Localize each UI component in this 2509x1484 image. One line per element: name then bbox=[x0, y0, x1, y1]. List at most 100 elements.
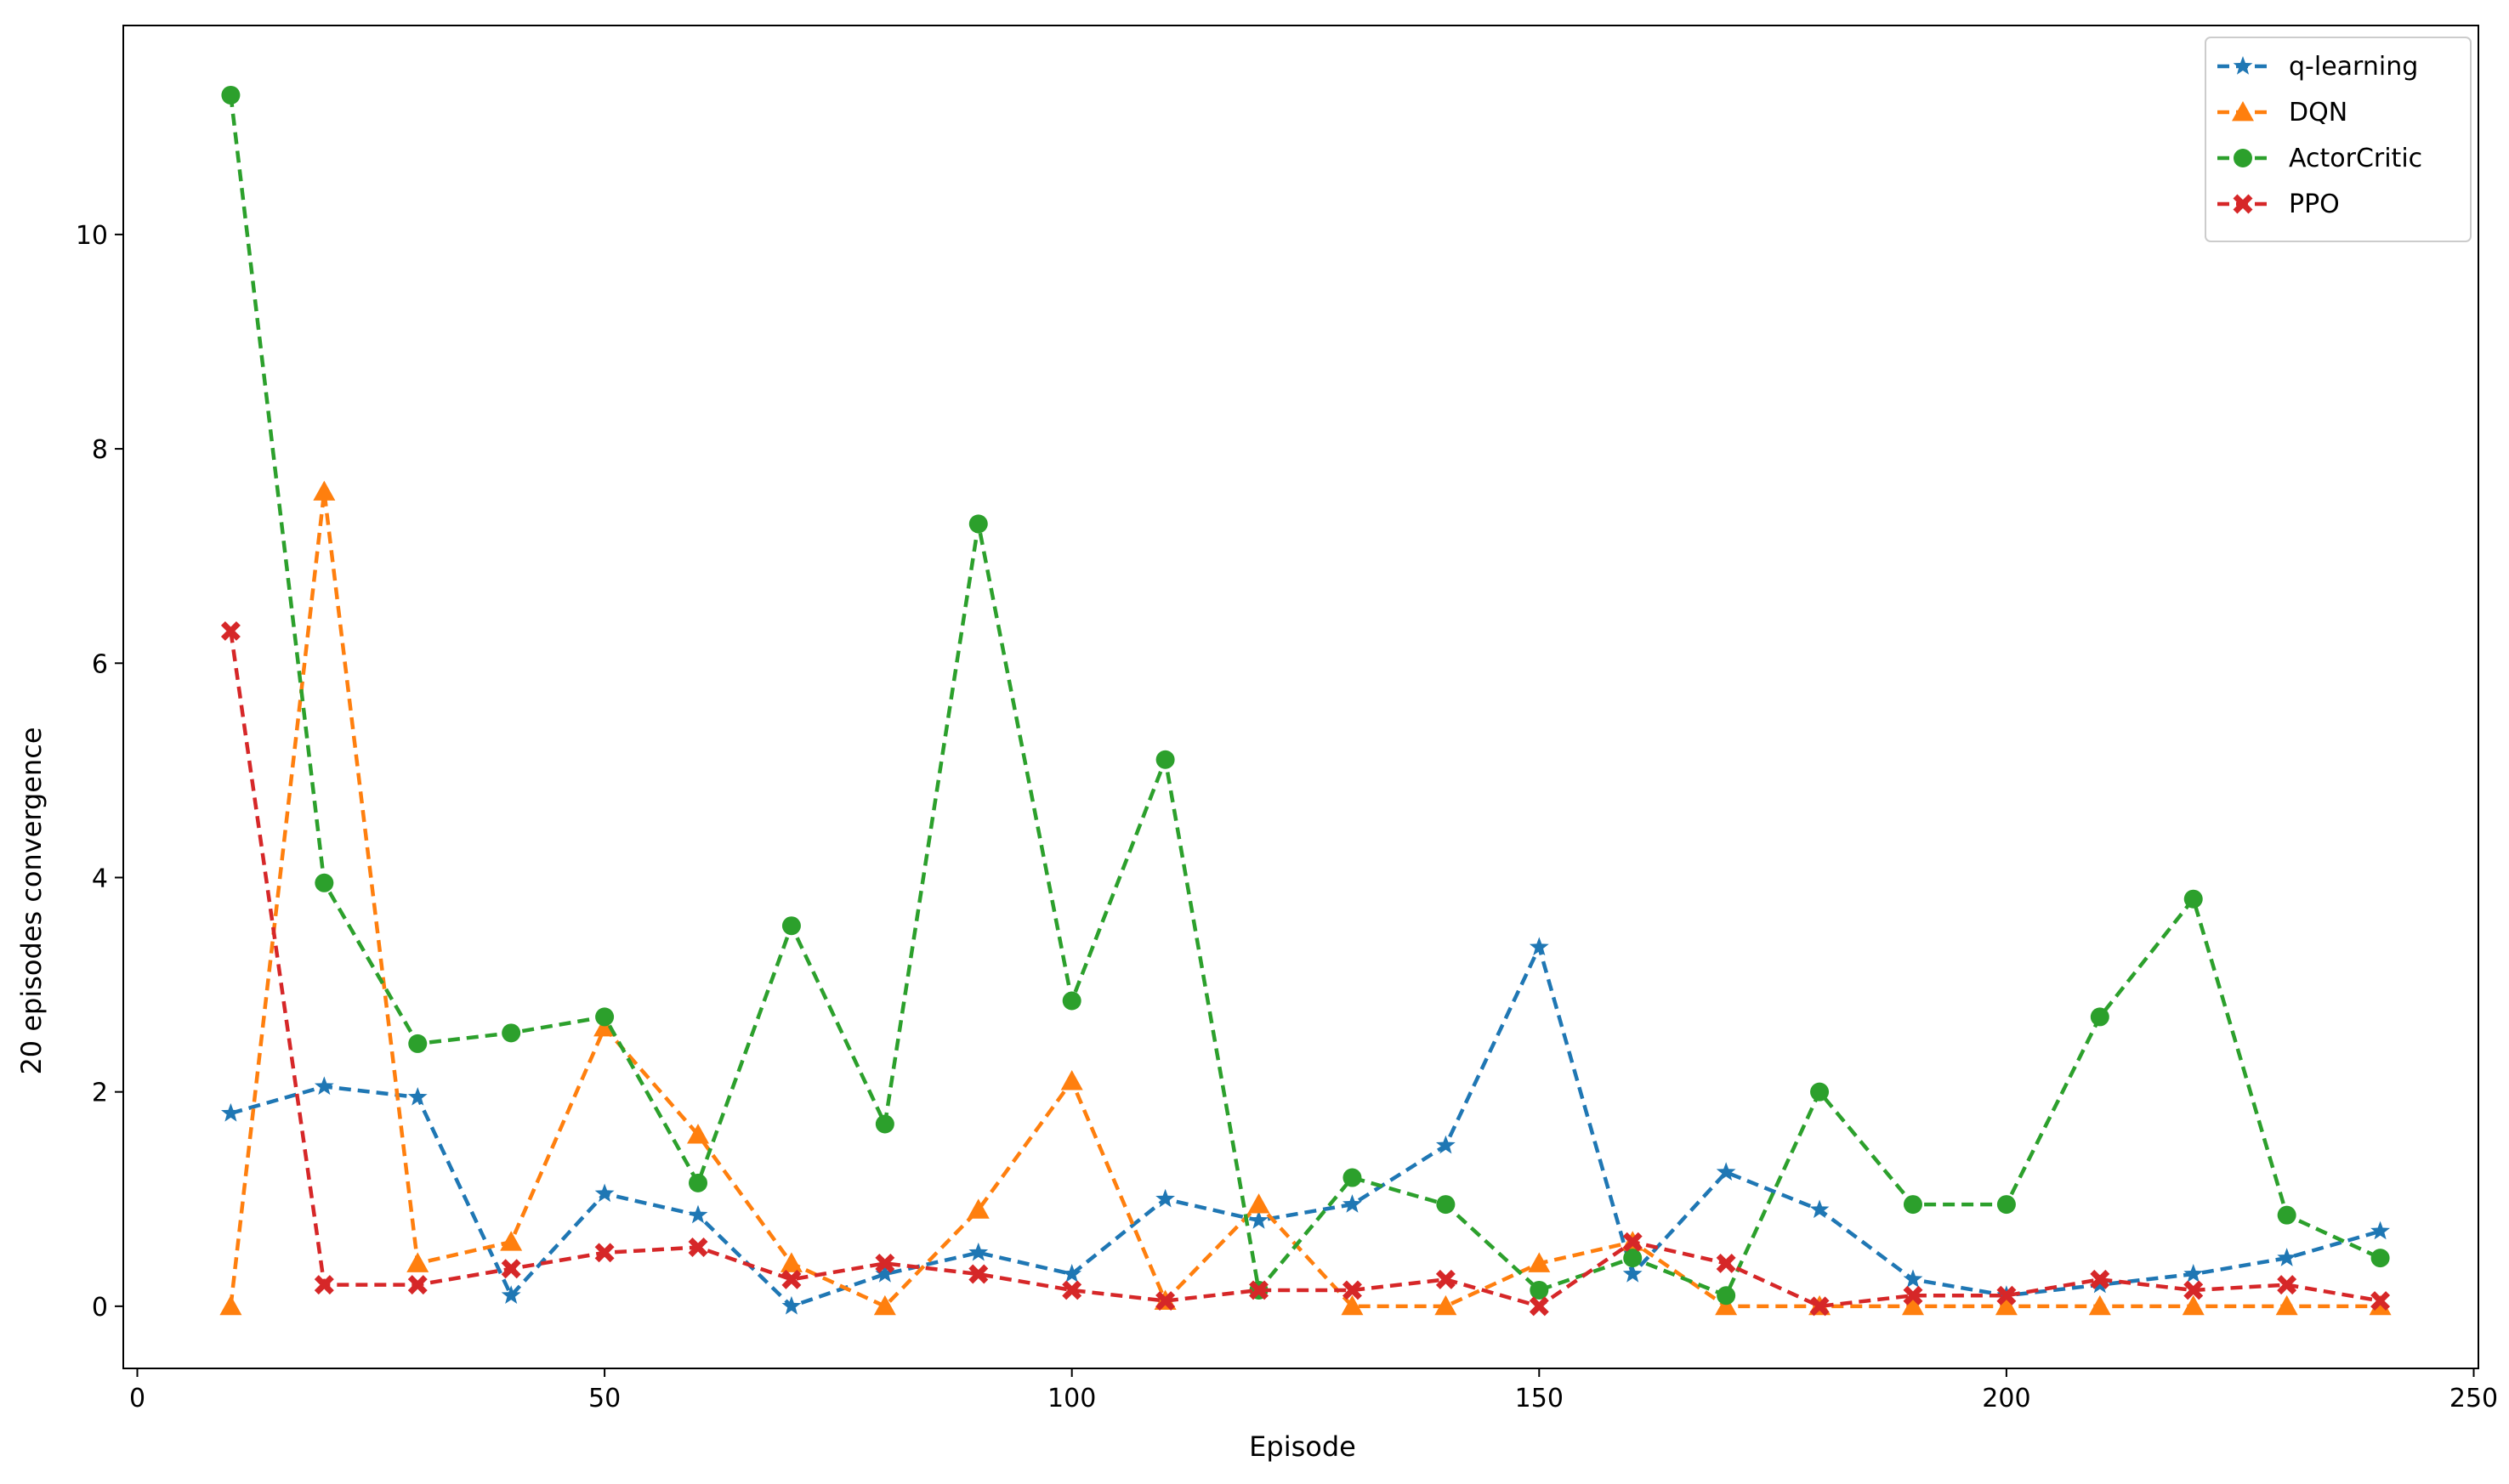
data-point bbox=[315, 873, 334, 892]
data-point bbox=[1062, 1264, 1082, 1283]
x-tick-label: 200 bbox=[1982, 1384, 2030, 1413]
data-point bbox=[1155, 1188, 1176, 1208]
series-line bbox=[229, 491, 2381, 1309]
data-point bbox=[594, 1183, 615, 1203]
data-point bbox=[2090, 1269, 2110, 1289]
y-tick-label: 2 bbox=[92, 1079, 108, 1108]
data-point bbox=[688, 1204, 708, 1224]
data-point bbox=[406, 1252, 429, 1272]
series-line bbox=[229, 94, 2381, 1299]
data-point bbox=[219, 1294, 242, 1316]
data-point bbox=[2088, 1294, 2111, 1316]
legend-marker bbox=[2232, 101, 2254, 122]
data-point bbox=[2090, 1007, 2109, 1027]
data-point bbox=[1528, 1252, 1551, 1272]
data-point bbox=[2370, 1221, 2390, 1240]
data-point bbox=[2277, 1248, 2297, 1266]
legend-item: DQN bbox=[2217, 98, 2347, 127]
data-point bbox=[220, 1102, 241, 1122]
legend-marker bbox=[2233, 56, 2253, 75]
legend-box bbox=[2205, 37, 2472, 242]
data-point bbox=[220, 620, 241, 641]
data-point bbox=[407, 1275, 428, 1295]
series-actorcritic bbox=[221, 85, 2390, 1306]
data-point bbox=[1716, 1253, 1736, 1273]
data-point bbox=[1622, 1232, 1643, 1252]
data-point bbox=[314, 1275, 334, 1295]
data-point bbox=[2182, 1294, 2205, 1316]
data-point bbox=[1717, 1286, 1736, 1306]
data-point bbox=[2183, 1264, 2204, 1283]
legend-label: DQN bbox=[2289, 98, 2347, 127]
data-point bbox=[1529, 937, 1549, 956]
data-point bbox=[407, 1086, 428, 1106]
x-tick-label: 150 bbox=[1515, 1384, 1564, 1413]
data-point bbox=[594, 1243, 615, 1263]
data-point bbox=[2090, 1274, 2110, 1294]
data-point bbox=[500, 1231, 523, 1251]
data-point bbox=[781, 1269, 802, 1289]
data-point bbox=[1810, 1082, 1830, 1102]
legend-label: ActorCritic bbox=[2289, 144, 2422, 173]
data-point bbox=[1809, 1199, 1830, 1219]
data-point bbox=[1530, 1280, 1549, 1300]
data-point bbox=[1903, 1285, 1923, 1306]
y-axis-label: 20 episodes convergence bbox=[15, 727, 48, 1074]
data-point bbox=[1716, 1162, 1736, 1181]
data-point bbox=[1249, 1209, 1269, 1229]
data-point bbox=[1903, 1195, 1922, 1215]
plot-frame bbox=[122, 25, 2479, 1369]
x-tick-label: 100 bbox=[1047, 1384, 1096, 1413]
legend-item: ActorCritic bbox=[2217, 144, 2422, 173]
legend-label: PPO bbox=[2289, 190, 2340, 219]
data-point bbox=[1996, 1195, 2016, 1215]
data-point bbox=[967, 1198, 990, 1219]
x-tick-label: 50 bbox=[588, 1384, 621, 1413]
data-point bbox=[1434, 1294, 1457, 1316]
y-tick-label: 0 bbox=[92, 1293, 108, 1323]
data-point bbox=[313, 480, 336, 501]
data-point bbox=[875, 1253, 895, 1273]
data-point bbox=[1995, 1294, 2018, 1316]
data-point bbox=[1342, 1194, 1362, 1213]
series-line bbox=[230, 942, 2381, 1309]
data-point bbox=[875, 1114, 894, 1134]
x-tick-label: 0 bbox=[129, 1384, 145, 1413]
data-point bbox=[1529, 1296, 1549, 1317]
data-point bbox=[1996, 1285, 2017, 1306]
data-point bbox=[1715, 1294, 1738, 1316]
data-point bbox=[593, 1017, 616, 1037]
data-point bbox=[873, 1294, 896, 1316]
data-point bbox=[1623, 1249, 1643, 1268]
data-point bbox=[1435, 1135, 1456, 1154]
x-axis-label: Episode bbox=[1249, 1430, 1356, 1463]
data-point bbox=[2275, 1294, 2298, 1316]
y-tick-label: 8 bbox=[92, 435, 108, 465]
data-point bbox=[1155, 1291, 1176, 1311]
data-point bbox=[1341, 1294, 1364, 1316]
data-point bbox=[780, 1252, 803, 1272]
data-point bbox=[2277, 1275, 2297, 1295]
data-point bbox=[968, 1264, 989, 1284]
data-point bbox=[1809, 1296, 1830, 1317]
data-point bbox=[595, 1007, 615, 1027]
data-point bbox=[1903, 1269, 1923, 1289]
data-point bbox=[781, 916, 801, 936]
y-tick-label: 6 bbox=[92, 649, 108, 679]
data-point bbox=[1342, 1280, 1362, 1300]
data-point bbox=[1901, 1294, 1924, 1316]
data-point bbox=[314, 1076, 334, 1096]
data-point bbox=[1247, 1193, 1270, 1214]
legend: q-learning DQN ActorCritic PPO bbox=[2205, 37, 2472, 242]
data-point bbox=[502, 1023, 521, 1043]
y-tick-label: 10 bbox=[76, 221, 108, 251]
series-layer bbox=[219, 85, 2392, 1317]
legend-marker bbox=[2234, 149, 2252, 167]
data-point bbox=[875, 1264, 895, 1283]
data-point bbox=[968, 514, 988, 534]
data-point bbox=[689, 1173, 708, 1192]
data-point bbox=[408, 1034, 428, 1053]
data-point bbox=[501, 1259, 521, 1279]
data-point bbox=[2183, 1280, 2204, 1300]
